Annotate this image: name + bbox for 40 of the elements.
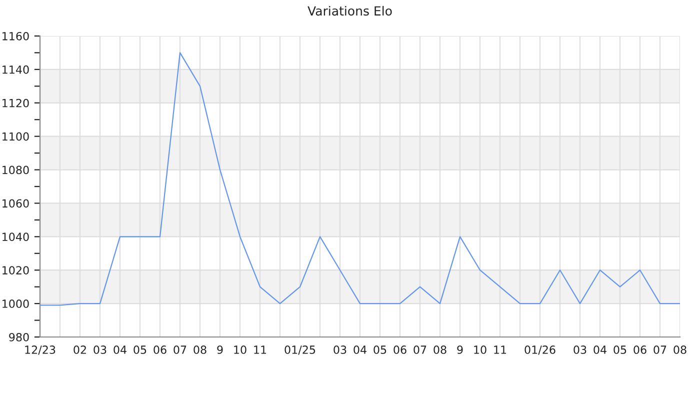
x-tick-label: 07 xyxy=(654,346,666,354)
x-tick-label: 01/26 xyxy=(524,346,556,355)
x-tick-label: 04 xyxy=(594,346,606,354)
x-tick-label: 06 xyxy=(154,346,166,354)
y-tick-label: 1040 xyxy=(2,232,29,242)
y-tick-label: 980 xyxy=(9,332,29,342)
y-tick-label: 1120 xyxy=(2,98,29,108)
y-tick-label: 1160 xyxy=(2,32,29,40)
y-tick-label: 1140 xyxy=(2,65,29,74)
line-series xyxy=(40,52,680,306)
x-tick-label: 05 xyxy=(614,346,626,354)
x-tick-label: 07 xyxy=(174,346,186,354)
x-tick-label: 12/23 xyxy=(25,346,56,355)
x-tick-label: 07 xyxy=(414,346,426,354)
x-tick-label: 10 xyxy=(474,346,486,354)
y-tick-label: 1000 xyxy=(2,300,29,308)
y-tick-label: 1060 xyxy=(2,199,29,208)
y-tick-label: 1020 xyxy=(2,266,29,274)
x-tick-label: 06 xyxy=(394,346,406,354)
chart-title: Variations Elo xyxy=(308,6,392,16)
x-tick-label: 02 xyxy=(74,346,86,354)
x-tick-label: 9 xyxy=(217,346,223,354)
y-tick-label: 1100 xyxy=(2,132,29,141)
x-tick-label: 01/25 xyxy=(284,346,316,355)
y-tick-label: 1080 xyxy=(2,166,29,174)
x-tick-label: 08 xyxy=(674,346,686,354)
x-tick-label: 03 xyxy=(574,346,586,354)
x-tick-label: 11 xyxy=(494,346,506,354)
x-tick-label: 03 xyxy=(334,346,346,354)
x-tick-label: 04 xyxy=(354,346,366,354)
x-tick-label: 08 xyxy=(434,346,446,354)
x-tick-label: 05 xyxy=(134,346,146,354)
x-tick-label: 10 xyxy=(234,346,246,354)
x-tick-label: 11 xyxy=(254,346,266,354)
x-tick-label: 04 xyxy=(114,346,126,354)
x-tick-label: 08 xyxy=(194,346,206,354)
x-tick-label: 05 xyxy=(374,346,386,354)
x-tick-label: 06 xyxy=(634,346,646,354)
x-tick-label: 9 xyxy=(457,346,463,354)
x-tick-label: 03 xyxy=(94,346,106,354)
